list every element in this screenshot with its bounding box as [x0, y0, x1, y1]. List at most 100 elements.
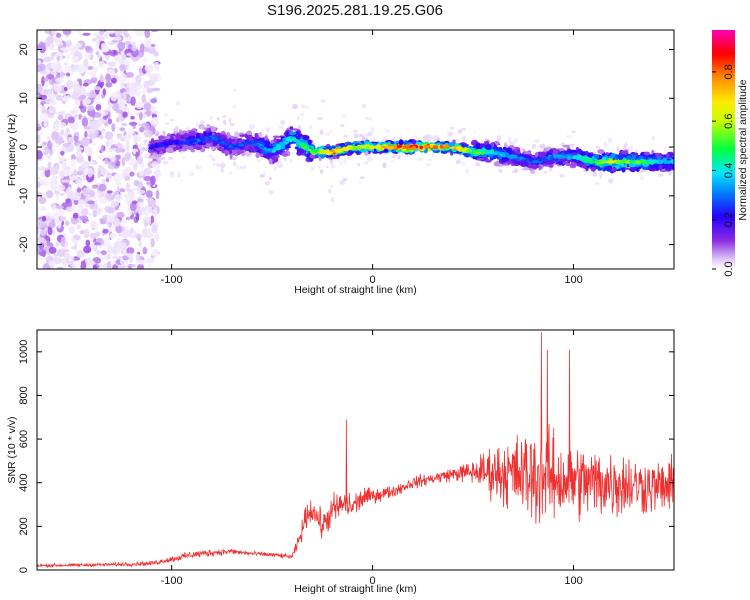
- scatter-blob: [652, 136, 655, 140]
- scatter-blob: [243, 164, 246, 170]
- ridge-blob: [205, 142, 211, 148]
- scatter-blob: [616, 146, 620, 153]
- scatter-blob: [361, 136, 366, 141]
- noise-blob: [108, 102, 113, 108]
- ridge-core: [494, 151, 498, 155]
- scatter-blob: [257, 159, 261, 162]
- ridge-blob: [597, 167, 602, 171]
- noise-blob: [97, 207, 102, 215]
- scatter-blob: [360, 176, 365, 180]
- ridge-blob: [545, 146, 552, 150]
- colorbar-tick-label: 0.6: [723, 114, 735, 129]
- noise-blob: [43, 56, 52, 63]
- noise-blob: [135, 212, 140, 222]
- noise-blob: [71, 166, 75, 171]
- ridge-blob: [331, 146, 336, 149]
- ridge-blob: [190, 149, 195, 153]
- ridge-blob: [527, 165, 535, 169]
- noise-blob: [138, 123, 142, 127]
- ridge-core: [356, 145, 362, 151]
- ridge-core: [531, 160, 539, 164]
- noise-blob: [146, 87, 154, 94]
- noise-blob: [119, 83, 125, 89]
- scatter-blob: [261, 134, 266, 137]
- noise-blob: [78, 199, 85, 204]
- scatter-blob: [157, 159, 162, 164]
- noise-blob: [37, 176, 40, 180]
- noise-blob: [107, 212, 115, 223]
- scatter-blob: [496, 135, 501, 142]
- scatter-blob: [509, 141, 515, 146]
- scatter-blob: [229, 118, 232, 124]
- scatter-blob: [297, 124, 302, 131]
- ridge-blob: [302, 135, 310, 141]
- scatter-blob: [570, 143, 575, 147]
- noise-blob: [133, 148, 139, 153]
- scatter-blob: [263, 171, 266, 178]
- noise-blob: [62, 258, 67, 265]
- noise-blob: [139, 43, 145, 53]
- noise-blob: [106, 106, 111, 112]
- ridge-blob: [577, 148, 582, 154]
- scatter-blob: [427, 133, 432, 140]
- noise-blob: [53, 253, 59, 257]
- ridge-blob: [196, 132, 201, 139]
- noise-blob: [53, 190, 61, 195]
- ridge-blob: [570, 162, 577, 167]
- noise-blob: [65, 206, 73, 213]
- noise-blob: [76, 157, 84, 163]
- noise-blob: [100, 144, 104, 153]
- noise-blob: [38, 132, 44, 136]
- ridge-blob: [220, 131, 226, 136]
- ridge-core: [662, 158, 668, 163]
- noise-blob: [119, 115, 124, 121]
- noise-blob: [96, 192, 100, 199]
- noise-blob: [44, 168, 51, 178]
- ridge-blob: [224, 150, 229, 157]
- ridge-core: [266, 148, 273, 152]
- noise-blob: [97, 169, 101, 179]
- ridge-blob: [485, 144, 492, 150]
- ridge-blob: [611, 163, 618, 166]
- scatter-blob: [623, 144, 627, 150]
- scatter-blob: [476, 163, 481, 166]
- noise-blob: [101, 44, 110, 53]
- ridge-core: [368, 145, 375, 150]
- noise-blob: [106, 190, 113, 194]
- ridge-blob: [219, 134, 226, 140]
- ridge-blob: [282, 152, 288, 157]
- noise-blob: [55, 60, 61, 70]
- noise-blob: [44, 37, 51, 47]
- scatter-blob: [595, 145, 600, 149]
- scatter-blob: [339, 179, 346, 185]
- noise-blob: [104, 131, 114, 141]
- noise-blob: [149, 73, 158, 84]
- ridge-core: [274, 146, 279, 151]
- ridge-blob: [459, 142, 467, 146]
- scatter-blob: [353, 130, 359, 135]
- ridge-core: [363, 146, 367, 150]
- scatter-blob: [233, 104, 237, 109]
- scatter-blob: [594, 182, 600, 185]
- noise-blob: [83, 228, 90, 239]
- noise-blob: [131, 45, 137, 52]
- noise-blob: [44, 92, 53, 97]
- spectrogram-x-tick-label: 100: [564, 274, 582, 286]
- ridge-core: [386, 145, 394, 150]
- ridge-blob: [155, 147, 164, 151]
- ridge-blob: [157, 135, 166, 140]
- noise-blob: [76, 187, 82, 193]
- snr-y-tick-label: 600: [18, 430, 30, 448]
- snr-x-tick-label: 0: [370, 575, 376, 587]
- ridge-blob: [548, 164, 554, 168]
- noise-blob: [120, 219, 129, 223]
- noise-blob: [130, 96, 136, 106]
- colorbar-tick-label: 0.4: [723, 163, 735, 178]
- noise-blob: [91, 38, 97, 42]
- noise-blob: [99, 219, 107, 225]
- scatter-blob: [658, 173, 664, 177]
- scatter-blob: [384, 157, 389, 160]
- scatter-blob: [343, 134, 348, 138]
- noise-blob: [114, 30, 123, 37]
